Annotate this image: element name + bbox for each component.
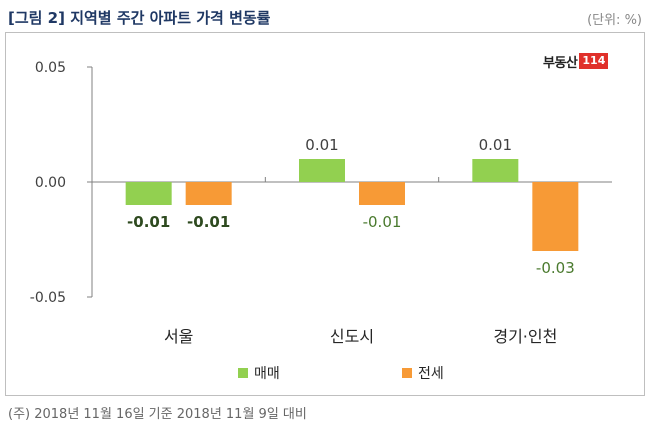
figure-title: [그림 2] 지역별 주간 아파트 가격 변동률 — [8, 9, 271, 27]
data-label: 0.01 — [305, 136, 338, 154]
bar-jeonse — [185, 182, 232, 205]
data-label: -0.03 — [536, 259, 575, 277]
bar-sale — [125, 182, 172, 205]
y-tick-label: 0.05 — [35, 60, 66, 76]
bar-jeonse — [359, 182, 405, 205]
data-label: -0.01 — [363, 213, 402, 231]
data-label: 0.01 — [479, 136, 512, 154]
logo-text: 부동산 — [543, 55, 578, 71]
brand-logo: 부동산 114 — [543, 52, 609, 71]
y-tick-label: -0.05 — [30, 290, 66, 306]
category-label: 신도시 — [330, 327, 374, 346]
bar-sale — [299, 159, 345, 182]
data-label: -0.01 — [127, 213, 170, 231]
legend-label: 전세 — [418, 366, 444, 382]
data-label: -0.01 — [187, 213, 230, 231]
legend-swatch — [402, 368, 412, 378]
y-tick-label: 0.00 — [35, 175, 66, 191]
legend-label: 매매 — [254, 366, 280, 382]
bar-sale — [472, 159, 519, 182]
footnote: (주) 2018년 11월 16일 기준 2018년 11월 9일 대비 — [8, 407, 307, 422]
category-label: 서울 — [164, 327, 193, 346]
category-label: 경기·인천 — [493, 327, 557, 346]
unit-label: (단위: %) — [587, 13, 642, 28]
logo-box: 114 — [579, 53, 609, 69]
bar-jeonse — [532, 182, 579, 251]
legend-swatch — [238, 368, 248, 378]
